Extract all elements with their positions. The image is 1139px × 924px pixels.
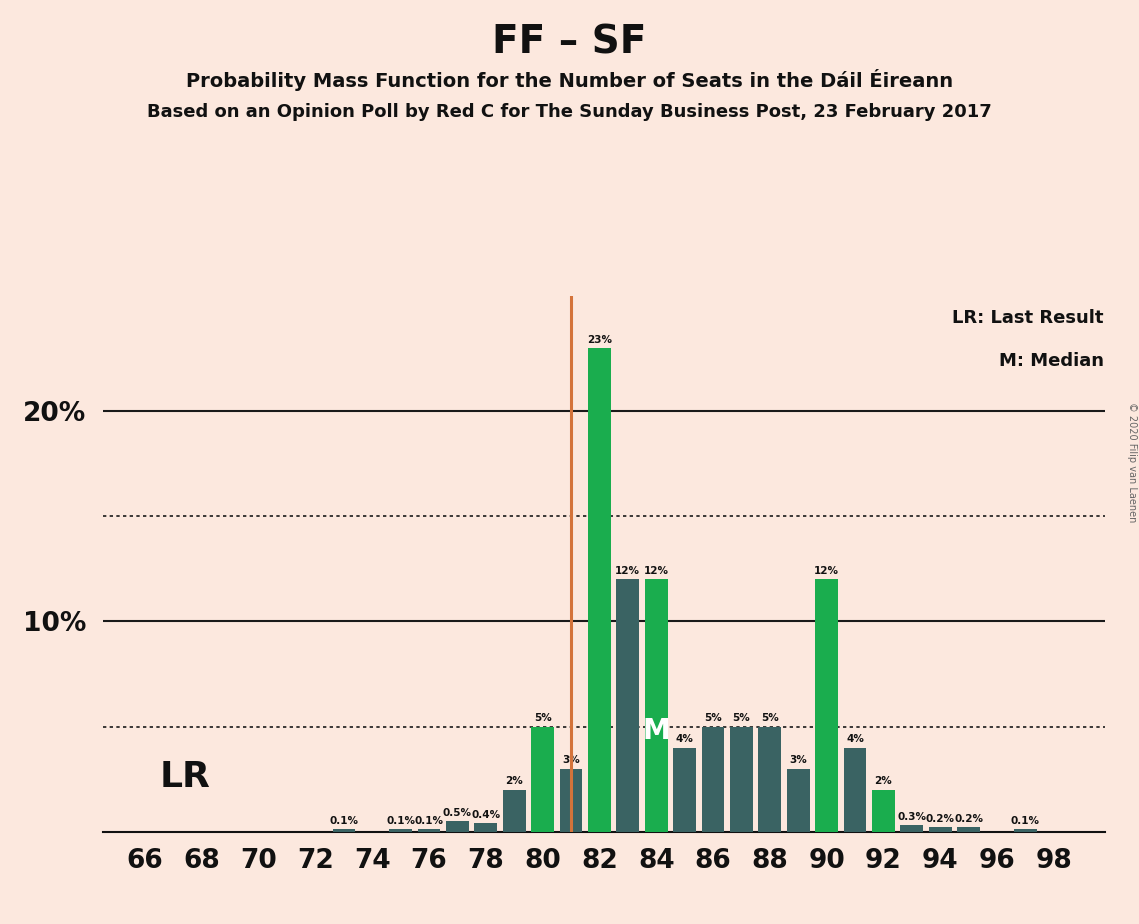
Text: 0.1%: 0.1% [386,816,415,826]
Text: 12%: 12% [615,566,640,577]
Bar [333,830,355,832]
Text: LR: LR [159,760,211,794]
Text: Probability Mass Function for the Number of Seats in the Dáil Éireann: Probability Mass Function for the Number… [186,69,953,91]
Text: 0.3%: 0.3% [898,812,926,822]
Text: 5%: 5% [732,713,751,723]
Text: LR: Last Result: LR: Last Result [952,310,1104,327]
Bar [928,827,951,832]
Text: 12%: 12% [814,566,839,577]
Text: M: Median: M: Median [999,352,1104,370]
Bar [816,579,838,832]
Text: Based on an Opinion Poll by Red C for The Sunday Business Post, 23 February 2017: Based on an Opinion Poll by Red C for Th… [147,103,992,121]
Text: 4%: 4% [846,735,863,745]
Text: FF – SF: FF – SF [492,23,647,61]
Text: 2%: 2% [506,776,523,786]
Bar [844,748,867,832]
Text: 0.1%: 0.1% [415,816,443,826]
Bar [588,348,611,832]
Bar [390,830,412,832]
Text: 12%: 12% [644,566,669,577]
Bar [446,821,469,832]
Text: 5%: 5% [704,713,722,723]
Bar [559,769,582,832]
Bar [531,726,554,832]
Bar [418,830,441,832]
Text: 0.1%: 0.1% [1010,816,1040,826]
Text: 2%: 2% [875,776,892,786]
Bar [872,790,895,832]
Text: 23%: 23% [587,335,612,345]
Text: © 2020 Filip van Laenen: © 2020 Filip van Laenen [1126,402,1137,522]
Bar [475,823,498,832]
Text: 0.2%: 0.2% [926,814,954,824]
Text: 4%: 4% [675,735,694,745]
Bar [730,726,753,832]
Bar [1014,830,1036,832]
Bar [787,769,810,832]
Text: M: M [642,717,670,745]
Bar [957,827,980,832]
Text: 0.2%: 0.2% [954,814,983,824]
Text: 0.5%: 0.5% [443,808,472,818]
Text: 3%: 3% [563,756,580,765]
Text: 3%: 3% [789,756,808,765]
Text: 5%: 5% [761,713,779,723]
Bar [702,726,724,832]
Bar [673,748,696,832]
Bar [645,579,667,832]
Bar [503,790,525,832]
Bar [759,726,781,832]
Text: 0.4%: 0.4% [472,810,500,820]
Text: 5%: 5% [534,713,551,723]
Bar [901,825,923,832]
Text: 0.1%: 0.1% [329,816,359,826]
Bar [616,579,639,832]
